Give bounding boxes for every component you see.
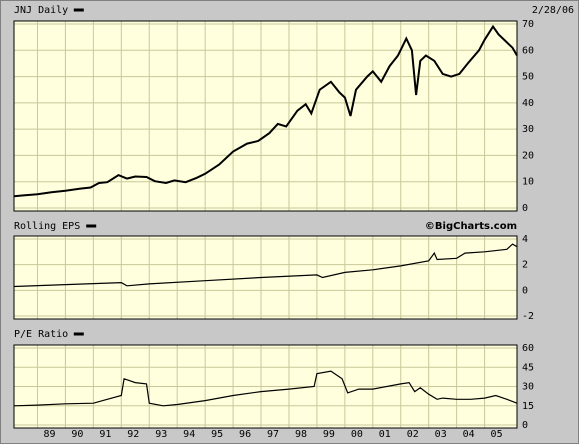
plot-frame [13, 20, 518, 212]
y-tick-label: 4 [522, 234, 528, 245]
y-tick-label: 50 [522, 72, 534, 83]
y-tick-label: -2 [522, 311, 534, 322]
x-tick-label: 95 [211, 429, 223, 440]
x-tick-label: 93 [155, 429, 167, 440]
y-tick-label: 15 [522, 401, 534, 412]
annotation: ©BigCharts.com [425, 221, 517, 232]
y-tick-label: 60 [522, 343, 534, 354]
y-tick-label: 60 [522, 45, 534, 56]
plot-frame [13, 344, 518, 429]
x-tick-label: 96 [239, 429, 251, 440]
y-tick-label: 70 [522, 19, 534, 30]
x-tick-label: 04 [463, 429, 475, 440]
panel-title: Rolling EPS [14, 221, 80, 232]
x-tick-label: 90 [71, 429, 83, 440]
x-tick-label: 91 [99, 429, 111, 440]
x-tick-label: 01 [379, 429, 391, 440]
x-tick-label: 89 [43, 429, 55, 440]
panel-title: JNJ Daily [14, 5, 68, 16]
y-tick-label: 0 [522, 420, 528, 431]
x-tick-label: 92 [127, 429, 139, 440]
x-tick-label: 05 [491, 429, 503, 440]
x-tick-label: 98 [295, 429, 307, 440]
plot-frame [13, 235, 518, 320]
y-tick-label: 2 [522, 260, 528, 271]
y-tick-label: 0 [522, 285, 528, 296]
y-tick-label: 0 [522, 203, 528, 214]
plot-area [13, 20, 518, 212]
x-tick-label: 97 [267, 429, 279, 440]
price-line [13, 24, 518, 198]
y-tick-label: 20 [522, 150, 534, 161]
x-tick-label: 03 [435, 429, 447, 440]
y-tick-label: 30 [522, 124, 534, 135]
date-label: 2/28/06 [532, 5, 574, 16]
x-tick-label: 99 [323, 429, 335, 440]
y-tick-label: 10 [522, 177, 534, 188]
y-tick-label: 30 [522, 382, 534, 393]
x-tick-label: 00 [351, 429, 363, 440]
price-line [13, 370, 518, 407]
price-line [13, 243, 518, 288]
panel-title: P/E Ratio [14, 329, 68, 340]
x-tick-label: 02 [407, 429, 419, 440]
y-tick-label: 40 [522, 98, 534, 109]
y-tick-label: 45 [522, 362, 534, 373]
x-tick-label: 94 [183, 429, 195, 440]
